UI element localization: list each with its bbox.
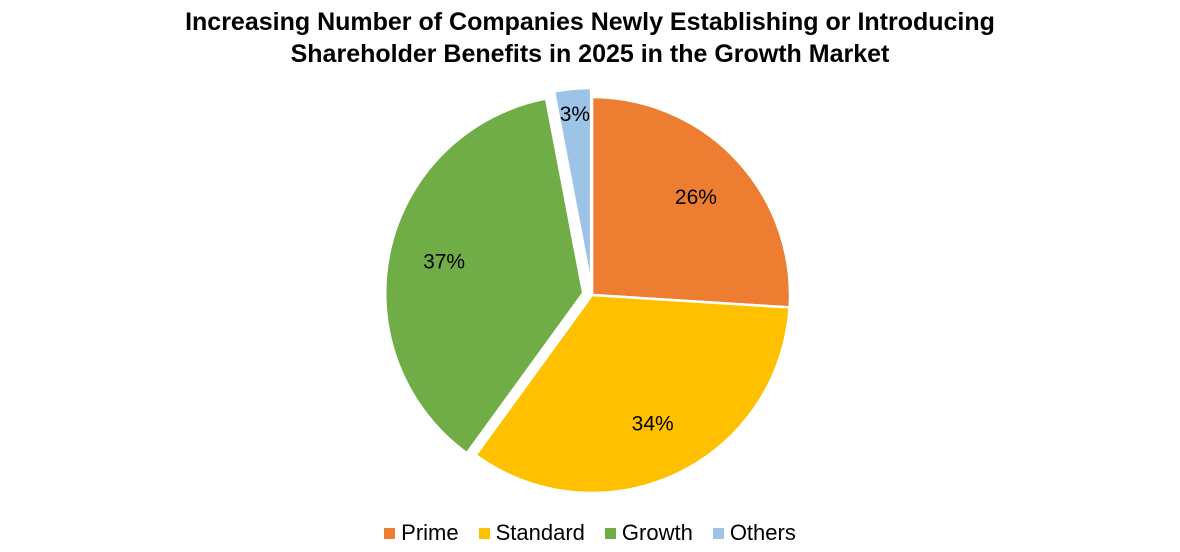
- data-label-growth: 37%: [423, 250, 465, 273]
- data-label-standard: 34%: [632, 412, 674, 435]
- chart-title-line-2: Shareholder Benefits in 2025 in the Grow…: [290, 40, 890, 68]
- pie-slice-growth: [383, 97, 585, 455]
- legend-swatch-prime: [384, 527, 396, 539]
- legend-swatch-growth: [604, 527, 616, 539]
- legend-item-growth: Growth: [604, 520, 693, 546]
- chart-legend: Prime Standard Growth Others: [0, 520, 1180, 546]
- data-label-prime: 26%: [675, 186, 717, 209]
- pie-slice-standard: [474, 293, 791, 495]
- legend-label-others: Others: [729, 520, 796, 545]
- chart-title-line-1: Increasing Number of Companies Newly Est…: [185, 8, 995, 36]
- data-label-others: 3%: [560, 103, 590, 126]
- pie-slice-others: [552, 86, 593, 288]
- legend-label-prime: Prime: [401, 520, 459, 545]
- legend-label-standard: Standard: [495, 520, 585, 545]
- legend-swatch-standard: [478, 527, 490, 539]
- legend-item-others: Others: [712, 520, 796, 546]
- legend-item-standard: Standard: [478, 520, 585, 546]
- legend-swatch-others: [712, 527, 724, 539]
- legend-label-growth: Growth: [621, 520, 693, 545]
- pie-slice-prime: [590, 95, 792, 309]
- chart-title: Increasing Number of Companies Newly Est…: [0, 6, 1180, 70]
- legend-item-prime: Prime: [384, 520, 459, 546]
